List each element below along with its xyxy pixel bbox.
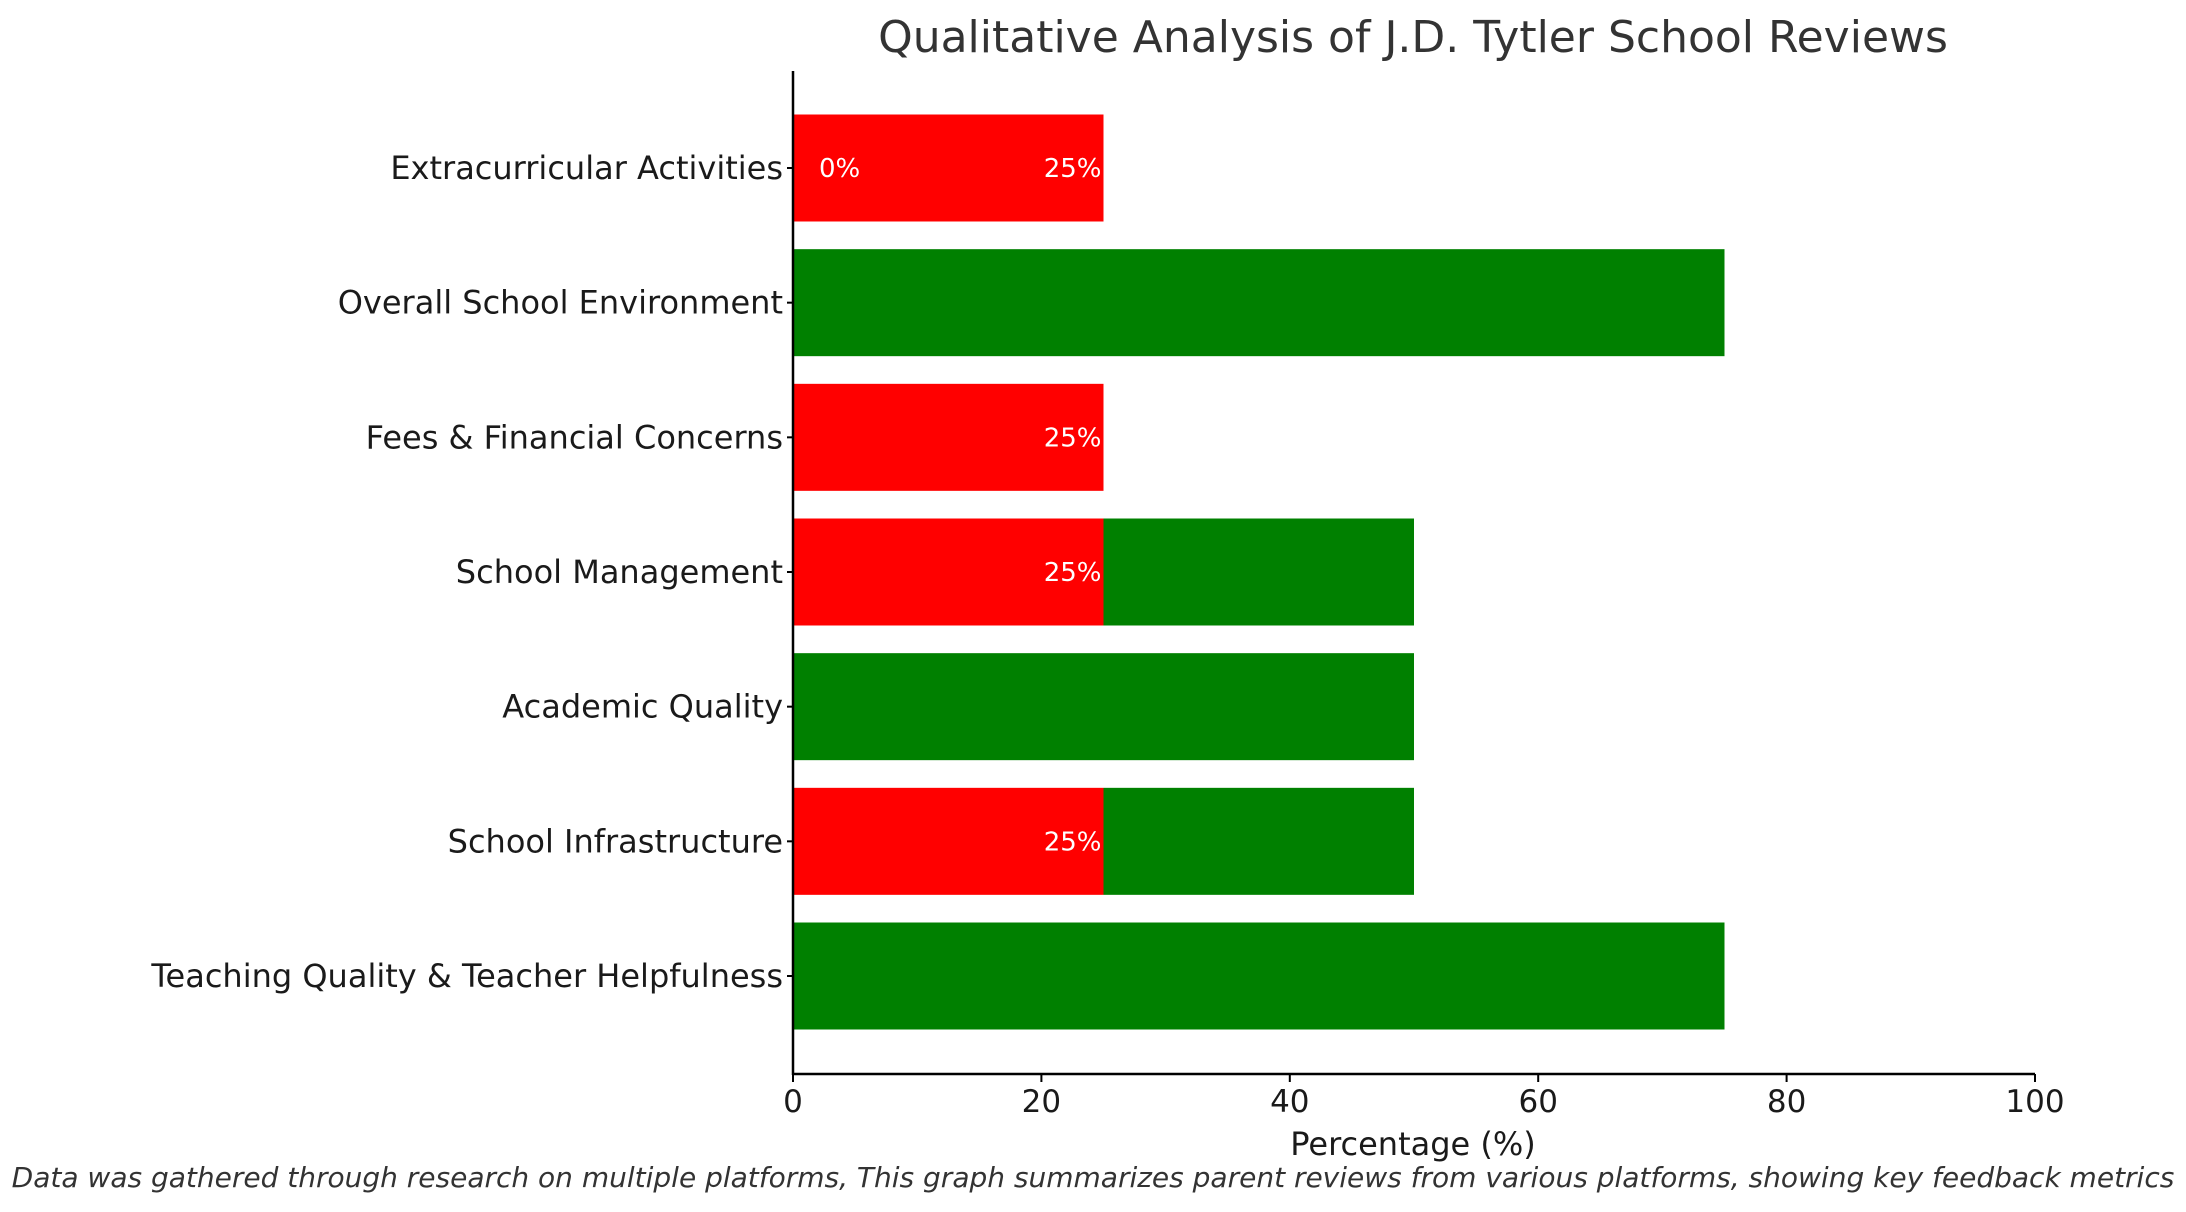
y-tick-label: Teaching Quality & Teacher Helpfulness: [150, 957, 783, 995]
data-label: 25%: [1044, 827, 1102, 857]
y-tick-label: Extracurricular Activities: [390, 149, 783, 187]
x-axis-label: Percentage (%): [1290, 1125, 1536, 1163]
y-tick-label: Fees & Financial Concerns: [366, 418, 783, 456]
bar-segment: [793, 383, 1104, 491]
bar-segment: [793, 518, 1104, 626]
x-tick-label: 40: [1270, 1084, 1309, 1120]
data-label: 25%: [1044, 154, 1102, 184]
data-label: 25%: [1044, 423, 1102, 453]
y-tick-label: Overall School Environment: [338, 284, 783, 322]
x-tick-label: 80: [1767, 1084, 1806, 1120]
chart-caption: Data was gathered through research on mu…: [11, 1161, 2175, 1194]
y-tick-label: Academic Quality: [502, 688, 783, 726]
data-label: 0%: [740, 289, 781, 319]
y-tick-label: School Infrastructure: [448, 822, 783, 860]
y-axis-labels: Teaching Quality & Teacher Helpfulness Sc…: [150, 149, 793, 995]
data-label: 0%: [740, 693, 781, 723]
x-tick-label: 0: [783, 1084, 803, 1120]
bar-segment: [793, 114, 1104, 222]
y-tick-label: School Management: [456, 553, 783, 591]
bars-group: [793, 114, 1725, 1030]
data-label: 0%: [819, 154, 860, 184]
bar-segment: [793, 249, 1725, 357]
chart-title: Qualitative Analysis of J.D. Tytler Scho…: [878, 12, 1948, 63]
x-tick-label: 60: [1518, 1084, 1557, 1120]
bar-segment: [793, 787, 1104, 895]
x-tick-label: 100: [2005, 1084, 2064, 1120]
data-label: 0%: [740, 962, 781, 992]
bar-segment: [1103, 787, 1414, 895]
x-tick-label: 20: [1022, 1084, 1061, 1120]
data-label: 25%: [1044, 558, 1102, 588]
bar-segment: [793, 922, 1725, 1030]
bar-segment: [793, 653, 1414, 761]
data-labels-group: 0% 25% 0% 25% 25% 0% 0% 25%: [740, 154, 1102, 992]
x-axis-ticks: 0 20 40 60 80 100: [783, 1074, 2065, 1120]
bar-segment: [1103, 518, 1414, 626]
